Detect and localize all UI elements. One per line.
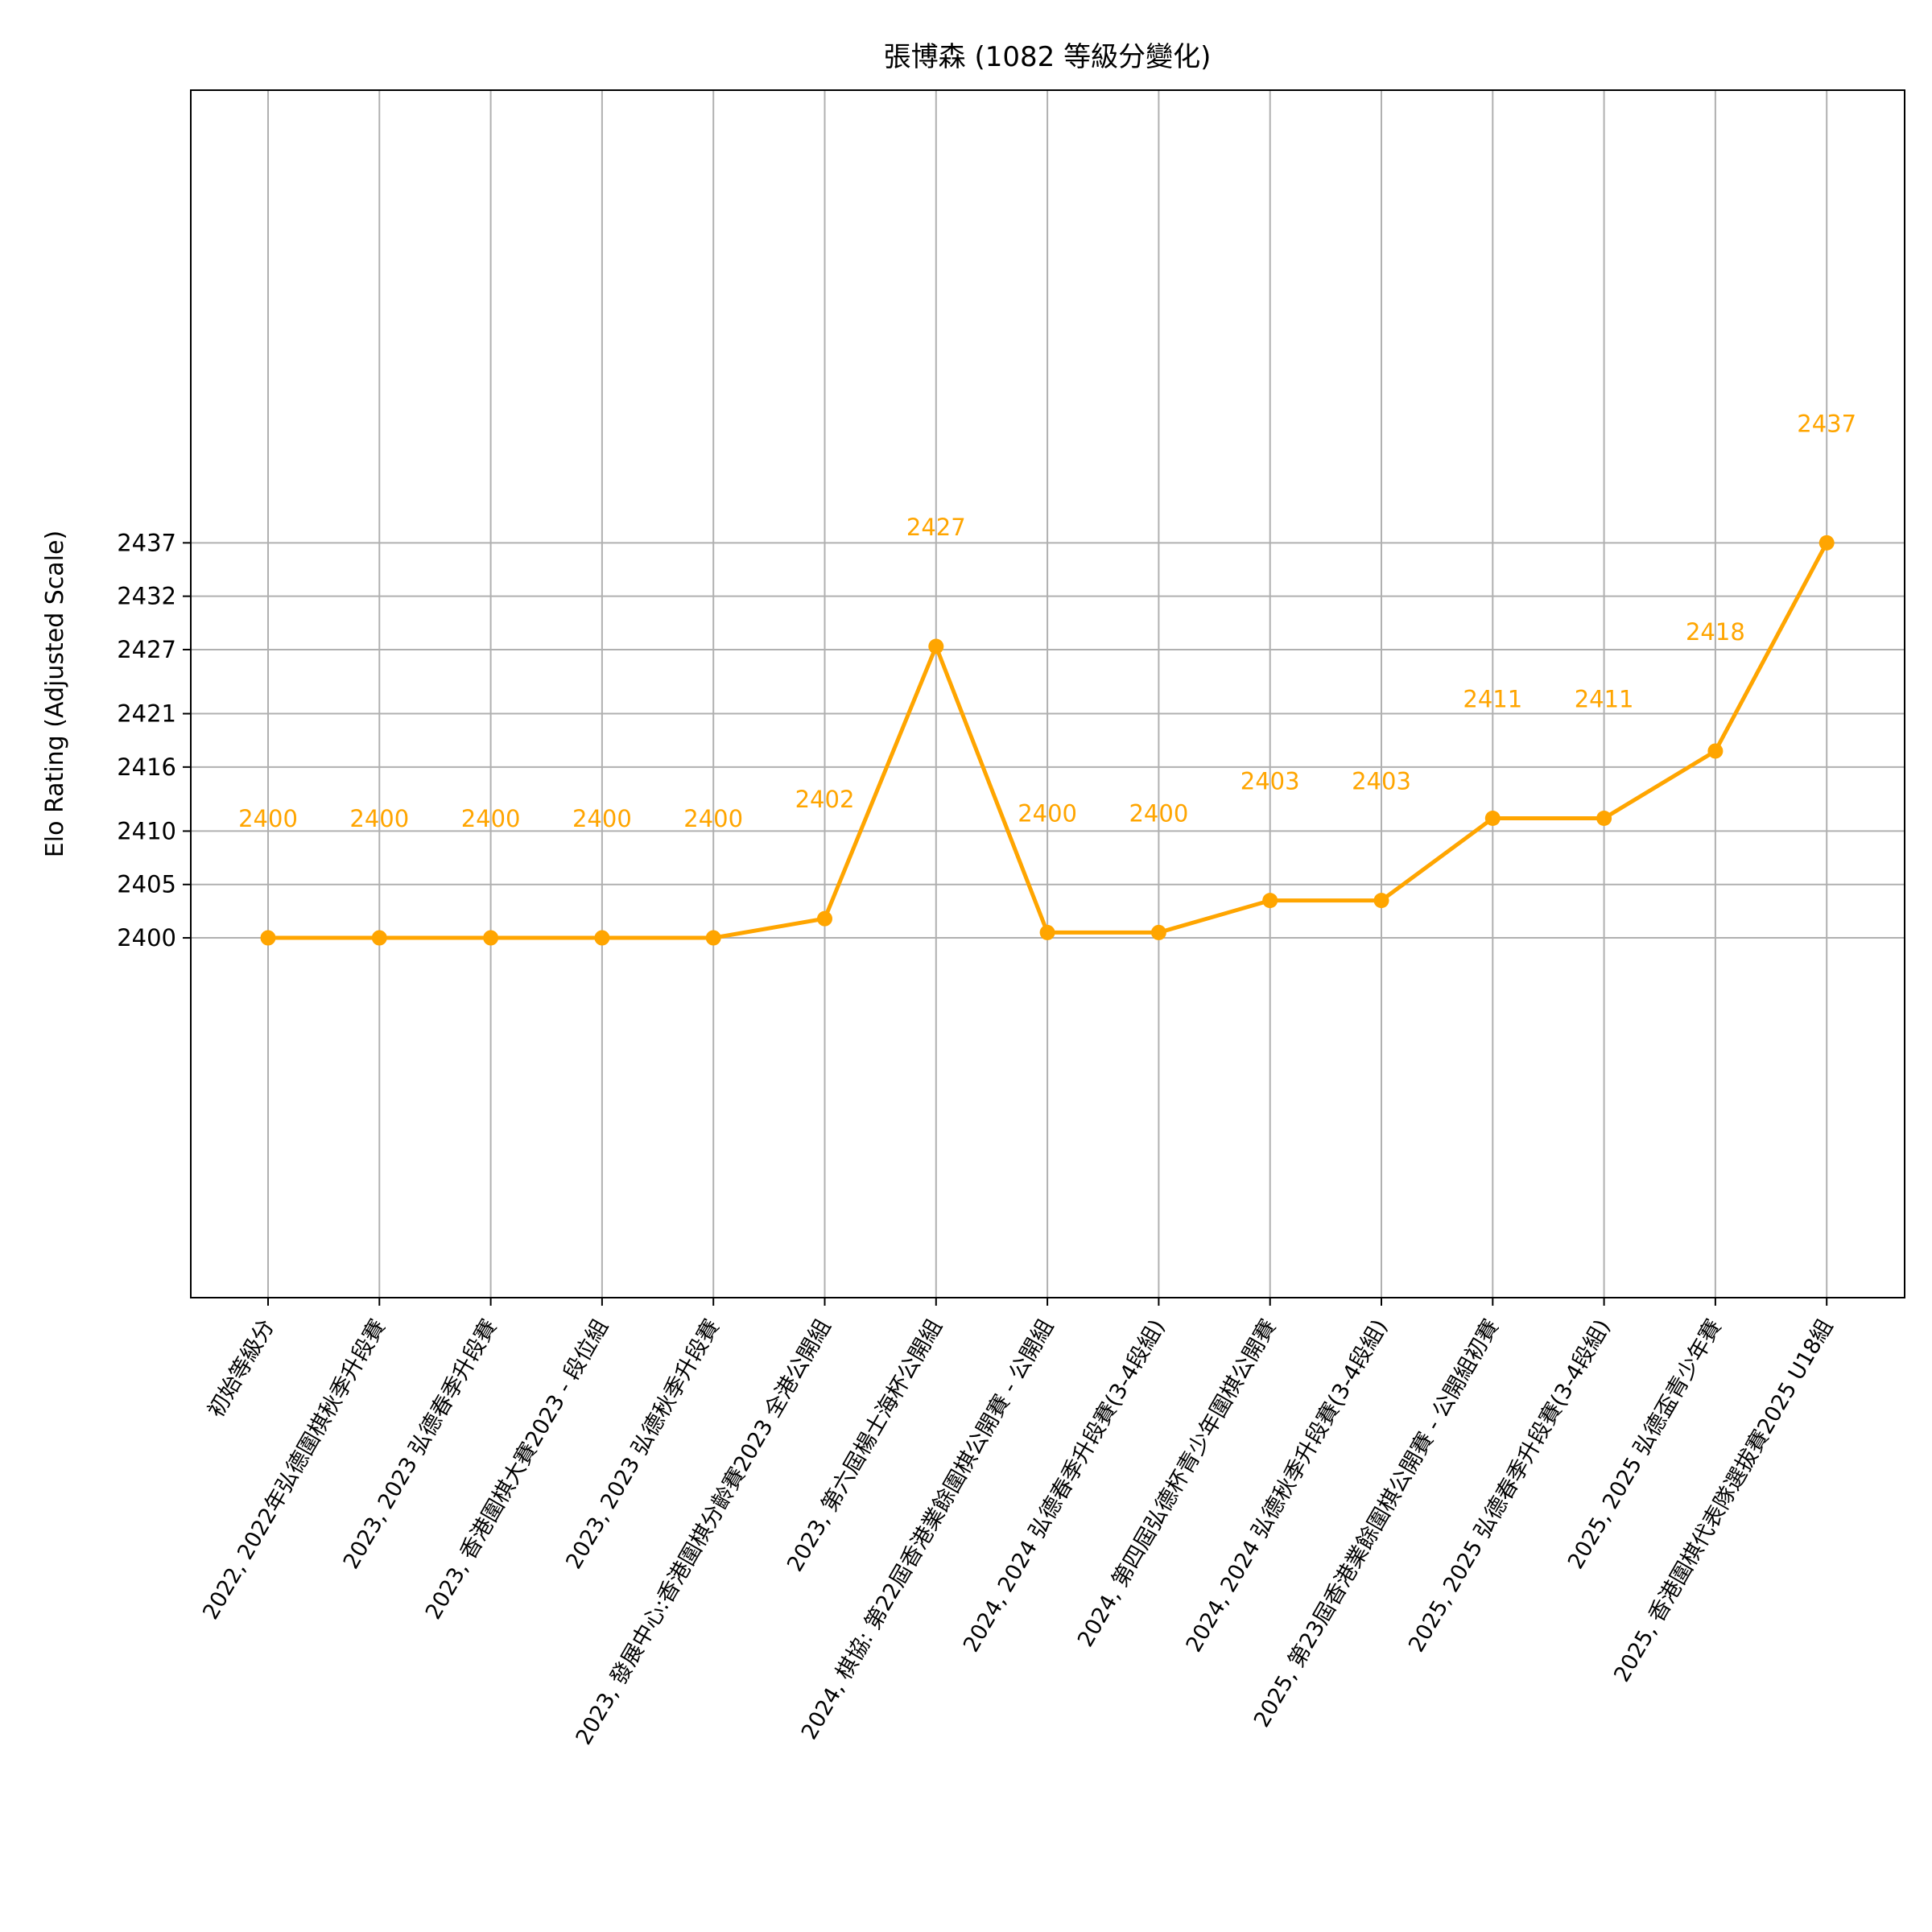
y-tick-label: 2410 (117, 817, 176, 844)
data-point (1707, 743, 1724, 759)
data-label: 2400 (1018, 799, 1077, 827)
chart-title: 張博森 (1082 等級分變化) (884, 41, 1212, 73)
data-label: 2403 (1241, 768, 1300, 795)
y-tick-label: 2421 (117, 700, 176, 728)
data-point (1039, 924, 1055, 940)
x-tick-label: 2022, 2022年弘德圍棋秋季升段賽 (198, 1315, 390, 1624)
x-tick-label: 初始等級分 (204, 1315, 279, 1422)
x-tick-label: 2025, 2025 弘德春季升段賽(3-4段組) (1404, 1315, 1616, 1657)
data-point (260, 930, 276, 946)
data-label: 2411 (1575, 686, 1634, 713)
data-point (1596, 811, 1612, 827)
x-tick-label: 2024, 2024 弘德春季升段賽(3-4段組) (959, 1315, 1170, 1657)
series-layer (260, 535, 1835, 946)
data-point (817, 910, 832, 927)
y-tick-label: 2427 (117, 636, 176, 663)
y-tick-label: 2437 (117, 529, 176, 556)
data-label: 2427 (906, 514, 966, 541)
data-label: 2400 (683, 805, 743, 832)
data-label: 2411 (1463, 686, 1522, 713)
data-label-layer: 2400 2400 2400 2400 2400 2402 2427 2400 2400 2403… (238, 410, 1856, 832)
data-label: 2402 (795, 786, 855, 813)
data-point (1262, 893, 1278, 909)
data-label: 2400 (238, 805, 298, 832)
x-tick-label: 2025, 香港圍棋代表隊選拔賽2025 U18組 (1609, 1315, 1838, 1686)
y-tick-label: 2432 (117, 583, 176, 610)
data-point (1818, 535, 1835, 551)
x-tick-label: 2025, 第23屆香港業餘圍棋公開賽 - 公開組初賽 (1249, 1315, 1504, 1732)
data-label: 2400 (349, 805, 409, 832)
x-tick-label: 2024, 2024 弘德秋季升段賽(3-4段組) (1182, 1315, 1393, 1657)
data-point (594, 930, 610, 946)
data-label: 2400 (1129, 799, 1188, 827)
y-tick-label: 2405 (117, 871, 176, 898)
data-point (1150, 924, 1166, 940)
x-tick-label: 2024, 棋協: 第22屆香港業餘圍棋公開賽 - 公開組 (797, 1315, 1059, 1744)
data-point (1484, 811, 1501, 827)
grid-layer (191, 90, 1905, 1298)
data-label: 2400 (461, 805, 521, 832)
data-label: 2403 (1352, 768, 1411, 795)
y-tick-label: 2416 (117, 753, 176, 781)
data-label: 2400 (572, 805, 632, 832)
data-point (483, 930, 499, 946)
y-axis-label: Elo Rating (Adjusted Scale) (41, 530, 69, 857)
data-point (928, 638, 944, 654)
y-tick-label: 2400 (117, 924, 176, 952)
x-tick-label: 2023, 發展中心:香港圍棋分齡賽2023 全港公開組 (572, 1315, 836, 1749)
data-point (1373, 893, 1389, 909)
data-label: 2437 (1797, 410, 1856, 437)
data-label: 2418 (1686, 618, 1745, 646)
x-tick-label: 2023, 香港圍棋大賽2023 - 段位組 (421, 1315, 613, 1624)
data-point (371, 930, 387, 946)
x-tick-label: 2024, 第四屆弘德杯青少年圍棋公開賽 (1073, 1315, 1282, 1651)
data-point (705, 930, 721, 946)
